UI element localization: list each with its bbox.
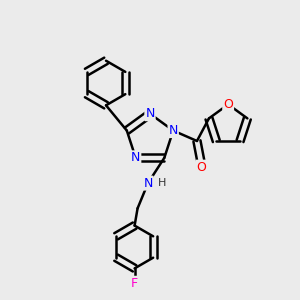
- Text: N: N: [145, 107, 155, 120]
- Text: F: F: [131, 277, 138, 290]
- Text: N: N: [169, 124, 178, 137]
- Text: N: N: [143, 177, 153, 190]
- Text: O: O: [223, 98, 233, 111]
- Text: O: O: [196, 160, 206, 174]
- Text: N: N: [131, 151, 140, 164]
- Text: H: H: [158, 178, 166, 188]
